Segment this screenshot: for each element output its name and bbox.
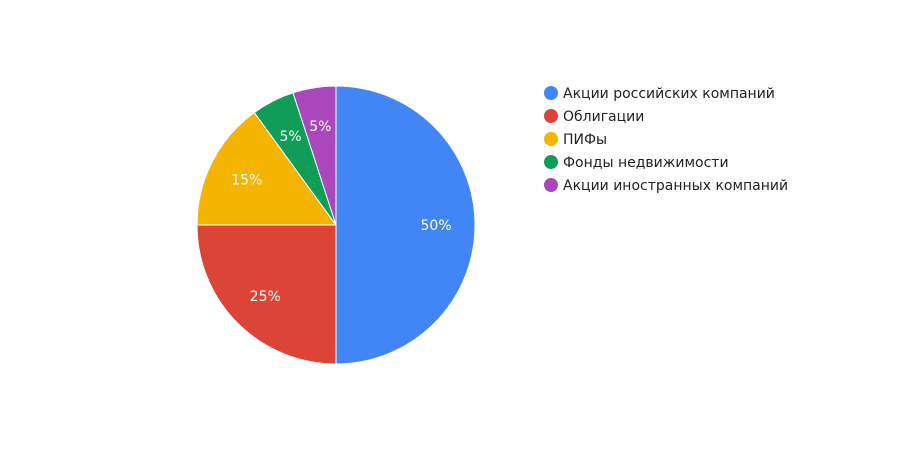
legend-marker-1 [544,86,558,100]
pie-slice-label-5: 5% [309,119,331,135]
legend-label-3: ПИФы [563,132,607,148]
pie-slice-label-2: 25% [250,289,281,305]
legend-label-4: Фонды недвижимости [563,155,729,171]
legend-item-2[interactable]: Облигации [544,109,644,125]
pie-slice-2[interactable] [196,224,337,365]
legend: Акции российских компаний Облигации ПИФы Фо… [544,86,788,194]
pie-slice-label-1: 50% [421,218,452,234]
legend-marker-5 [544,178,558,192]
pie-slice-label-4: 5% [279,129,301,145]
legend-marker-4 [544,155,558,169]
legend-label-2: Облигации [563,109,644,125]
legend-marker-2 [544,109,558,123]
pie-slice-1[interactable] [335,85,476,365]
legend-item-4[interactable]: Фонды недвижимости [544,155,729,171]
legend-marker-3 [544,132,558,146]
legend-item-5[interactable]: Акции иностранных компаний [544,178,788,194]
legend-item-1[interactable]: Акции российских компаний [544,86,775,102]
pie-slices [196,85,476,365]
legend-item-3[interactable]: ПИФы [544,132,607,148]
pie-slice-labels: 50% 25% 15% 5% 5% [231,119,451,305]
pie-slice-3[interactable] [196,111,337,226]
legend-label-1: Акции российских компаний [563,86,775,102]
legend-label-5: Акции иностранных компаний [563,178,788,194]
pie-slice-label-3: 15% [231,173,262,189]
pie-slice-5[interactable] [292,85,337,226]
